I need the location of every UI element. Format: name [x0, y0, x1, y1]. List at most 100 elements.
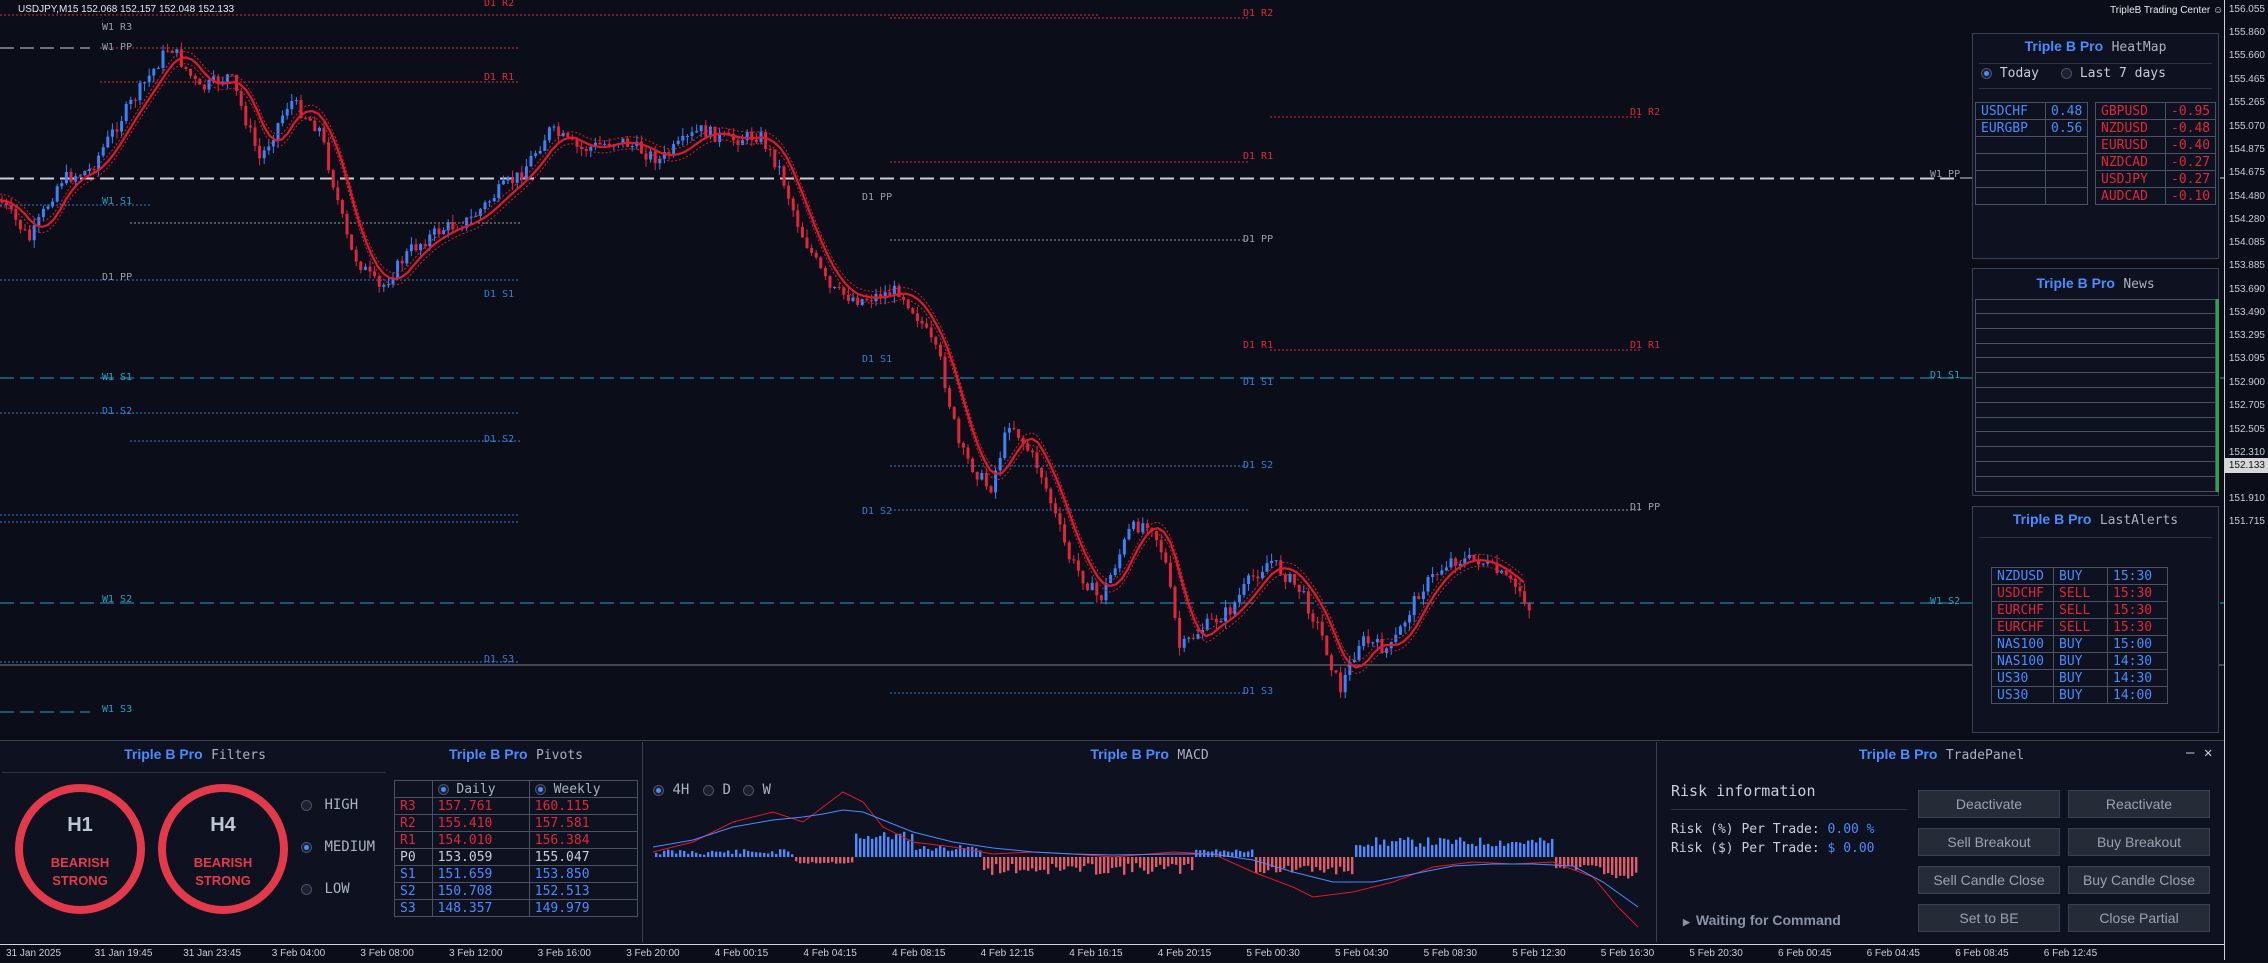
candle-body	[133, 99, 137, 101]
news-row[interactable]	[1975, 328, 2216, 344]
filter-low[interactable]: LOW	[301, 881, 350, 897]
level-label: D1 R2	[484, 0, 515, 9]
radio-icon[interactable]	[301, 883, 312, 895]
candle-body	[23, 229, 27, 231]
macd-histogram-bar	[827, 857, 830, 864]
macd-tf-w[interactable]: W	[743, 782, 771, 798]
news-row[interactable]	[1975, 447, 2216, 462]
price-chart[interactable]: D1 R2 W1 R3 W1 PP D1 R1 D1 R2 D1 R1 D1 R2 D1 R1…	[0, 0, 2232, 738]
macd-histogram-bar	[1243, 852, 1246, 857]
close-button[interactable]: ✕	[2204, 745, 2213, 761]
alert-pair: NAS100	[1991, 635, 2054, 653]
radio-icon[interactable]	[743, 784, 754, 796]
candle-body	[814, 252, 818, 258]
trade-button-deactivate[interactable]: Deactivate	[1918, 790, 2060, 818]
macd-histogram-bar	[1131, 857, 1134, 873]
macd-histogram-bar	[1311, 857, 1314, 872]
candle-body	[18, 219, 22, 230]
candle-body	[906, 299, 910, 309]
news-row[interactable]	[1975, 402, 2216, 418]
news-list[interactable]	[1975, 299, 2216, 492]
candle-body	[101, 147, 105, 156]
time-label: 31 Jan 19:45	[94, 948, 153, 959]
price-label: 152.900	[2228, 377, 2265, 388]
news-row[interactable]	[1975, 373, 2216, 388]
macd-histogram-bar	[1535, 842, 1538, 857]
macd-histogram-bar	[1355, 845, 1358, 857]
price-axis[interactable]: 156.055 155.860 155.660 155.465 155.265 155.0…	[2224, 0, 2268, 960]
news-row[interactable]	[1975, 387, 2216, 403]
macd-histogram-bar	[791, 854, 794, 857]
macd-histogram-bar	[911, 833, 914, 857]
radio-icon[interactable]	[1981, 68, 1992, 79]
radio-icon[interactable]	[534, 783, 546, 795]
pivot-daily: 148.357	[431, 899, 530, 917]
trade-button-buy-breakout[interactable]: Buy Breakout	[2068, 828, 2210, 856]
candle-body	[1104, 583, 1108, 601]
alert-pair: EURCHF	[1991, 601, 2054, 619]
candle-body	[1444, 567, 1448, 571]
candle-body	[115, 129, 119, 132]
candle-body	[994, 470, 998, 493]
candle-body	[925, 323, 929, 328]
radio-icon[interactable]	[301, 799, 312, 811]
news-row[interactable]	[1975, 313, 2216, 329]
news-row[interactable]	[1975, 343, 2216, 359]
news-row[interactable]	[1975, 417, 2216, 433]
candle-body	[915, 313, 919, 321]
trade-button-sell-candle-close[interactable]: Sell Candle Close	[1918, 866, 2060, 894]
alert-pair: NZDUSD	[1991, 567, 2054, 585]
candle-body	[1182, 638, 1186, 648]
candle-body	[929, 327, 933, 338]
candle-body	[285, 109, 289, 116]
divider	[1979, 88, 2212, 89]
radio-icon[interactable]	[703, 784, 714, 796]
heatmap-value: -0.40	[2164, 136, 2217, 154]
candle-body	[1357, 645, 1361, 660]
candle-body	[1012, 428, 1016, 430]
macd-tf-d[interactable]: D	[703, 782, 731, 798]
trade-button-buy-candle-close[interactable]: Buy Candle Close	[2068, 866, 2210, 894]
macd-histogram-bar	[1107, 857, 1110, 874]
candle-body	[934, 337, 938, 345]
radio-icon[interactable]	[2061, 68, 2072, 79]
trade-button-close-partial[interactable]: Close Partial	[2068, 904, 2210, 932]
candlestick-chart-canvas[interactable]	[0, 0, 2232, 738]
radio-icon[interactable]	[437, 783, 449, 795]
candle-body	[1348, 662, 1352, 675]
trade-button-sell-breakout[interactable]: Sell Breakout	[1918, 828, 2060, 856]
candle-body	[193, 75, 197, 80]
heatmap-range-7days[interactable]: Last 7 days	[2061, 66, 2166, 81]
filter-medium[interactable]: MEDIUM	[301, 839, 375, 855]
macd-histogram-bar	[1623, 857, 1626, 876]
trade-button-reactivate[interactable]: Reactivate	[2068, 790, 2210, 818]
candle-body	[317, 127, 321, 132]
filter-high[interactable]: HIGH	[301, 797, 358, 813]
macd-histogram-bar	[1231, 852, 1234, 857]
price-label: 154.280	[2228, 214, 2265, 225]
trade-button-set-to-be[interactable]: Set to BE	[1918, 904, 2060, 932]
news-row[interactable]	[1975, 358, 2216, 374]
candle-body	[718, 132, 722, 142]
pivot-weekly-header[interactable]: Weekly	[528, 780, 639, 798]
macd-tf-4h[interactable]: 4H	[653, 782, 689, 798]
price-label: 153.885	[2228, 260, 2265, 271]
candle-body	[1067, 542, 1071, 560]
time-axis[interactable]: 31 Jan 2025 31 Jan 19:45 31 Jan 23:45 3 Feb…	[0, 944, 2224, 963]
pivot-name: R2	[394, 814, 433, 832]
heatmap-range-today[interactable]: Today	[1981, 66, 2039, 81]
candle-body	[428, 234, 432, 247]
macd-histogram-bar	[1503, 845, 1506, 857]
news-row[interactable]	[1975, 299, 2216, 314]
radio-icon[interactable]	[301, 841, 312, 853]
minimize-button[interactable]: —	[2186, 745, 2195, 761]
pivot-daily-header[interactable]: Daily	[431, 780, 530, 798]
macd-histogram-bar	[1415, 846, 1418, 857]
news-row[interactable]	[1975, 476, 2216, 492]
news-row[interactable]	[1975, 432, 2216, 448]
pivot-name: S1	[394, 865, 433, 883]
news-row[interactable]	[1975, 461, 2216, 477]
alert-time: 15:30	[2107, 584, 2168, 602]
radio-icon[interactable]	[653, 784, 664, 796]
news-scrollbar[interactable]	[2216, 299, 2219, 492]
